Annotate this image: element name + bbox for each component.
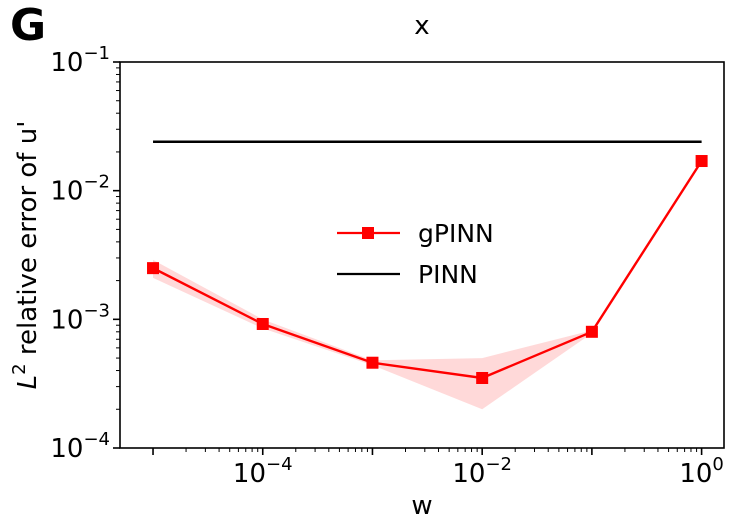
plot-frame	[119, 61, 725, 449]
series-gpinn-point	[585, 325, 598, 338]
confidence-band-layer	[153, 159, 702, 410]
legend: gPINN PINN	[337, 219, 494, 289]
y-axis-label-sup: 2	[9, 363, 30, 374]
y-tick-label: 10−4	[50, 429, 110, 464]
y-tick-label: 10−3	[50, 300, 110, 335]
x-tick-label: 100	[679, 454, 724, 489]
chart-title: x	[414, 11, 429, 41]
x-axis-label: w	[411, 491, 432, 521]
x-tick-label: 10−2	[452, 454, 512, 489]
y-axis-label: L2 relative error of u'	[9, 121, 43, 390]
y-tick-label: 10−2	[50, 172, 110, 207]
y-axis-ticks: 10−4 10−3 10−2 10−1	[50, 43, 120, 464]
x-tick-label: 10−4	[233, 454, 293, 489]
series-gpinn-point	[147, 262, 160, 275]
panel-label: G	[10, 0, 46, 51]
series-gpinn-point	[256, 317, 269, 330]
series-gpinn-point	[476, 371, 489, 384]
y-tick-label: 10−1	[50, 43, 110, 78]
series-gpinn-band	[153, 159, 702, 410]
x-axis-ticks: 10−4 10−2 100	[152, 448, 724, 489]
legend-gpinn-marker	[362, 227, 374, 239]
series-gpinn-line	[152, 160, 703, 380]
legend-gpinn-label: gPINN	[418, 219, 494, 248]
y-axis-label-rest: relative error of u'	[13, 121, 43, 364]
series-gpinn-point	[366, 356, 379, 369]
legend-pinn-label: PINN	[418, 260, 478, 289]
series-gpinn-point	[695, 155, 708, 168]
y-axis-label-base: L	[13, 375, 43, 390]
marker-layer	[147, 155, 708, 384]
plot-area	[120, 62, 724, 448]
series-line-layer	[152, 140, 703, 380]
